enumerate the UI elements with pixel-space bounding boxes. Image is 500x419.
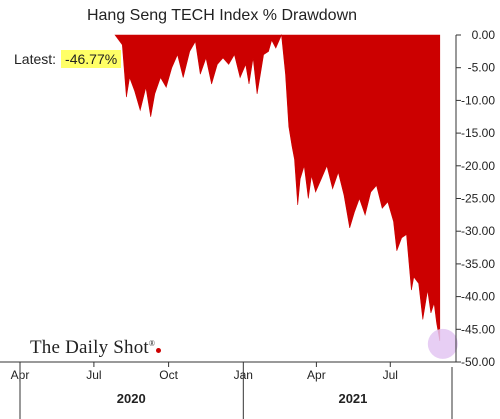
plot-area xyxy=(114,33,458,359)
brand-text: The Daily Shot xyxy=(30,337,149,358)
chart-title: Hang Seng TECH Index % Drawdown xyxy=(87,7,357,24)
y-tick-label: -15.00 xyxy=(461,126,495,140)
y-tick-label: -50.00 xyxy=(461,355,495,369)
year-label: 2020 xyxy=(117,391,146,406)
year-label: 2021 xyxy=(338,391,367,406)
x-tick-label: Apr xyxy=(307,368,326,382)
y-tick-label: 0.00 xyxy=(472,28,496,42)
drawdown-series-0 xyxy=(114,33,441,341)
brand-dot-icon xyxy=(156,348,162,353)
brand-logo: The Daily Shot® xyxy=(30,337,162,359)
latest-highlight-marker xyxy=(427,328,458,359)
y-tick-label: -45.00 xyxy=(461,322,495,336)
axes: 0.00 -5.00 -10.00 -15.00 -20.00 -25.00 -30.00 -… xyxy=(0,28,495,419)
x-tick-label: Jul xyxy=(383,368,398,382)
latest-annotation: Latest: -46.77% xyxy=(14,49,122,69)
y-tick-label: -40.00 xyxy=(461,290,495,304)
y-tick-label: -35.00 xyxy=(461,257,495,271)
latest-label: Latest: xyxy=(14,51,57,67)
y-tick-label: -5.00 xyxy=(468,61,496,75)
x-tick-label: Jul xyxy=(86,368,101,382)
y-tick-label: -20.00 xyxy=(461,159,495,173)
latest-value: -46.77% xyxy=(61,50,122,68)
x-tick-label: Oct xyxy=(159,368,178,382)
y-tick-label: -25.00 xyxy=(461,192,495,206)
y-tick-label: -10.00 xyxy=(461,93,495,107)
y-tick-label: -30.00 xyxy=(461,224,495,238)
brand-mark: ® xyxy=(148,339,156,348)
